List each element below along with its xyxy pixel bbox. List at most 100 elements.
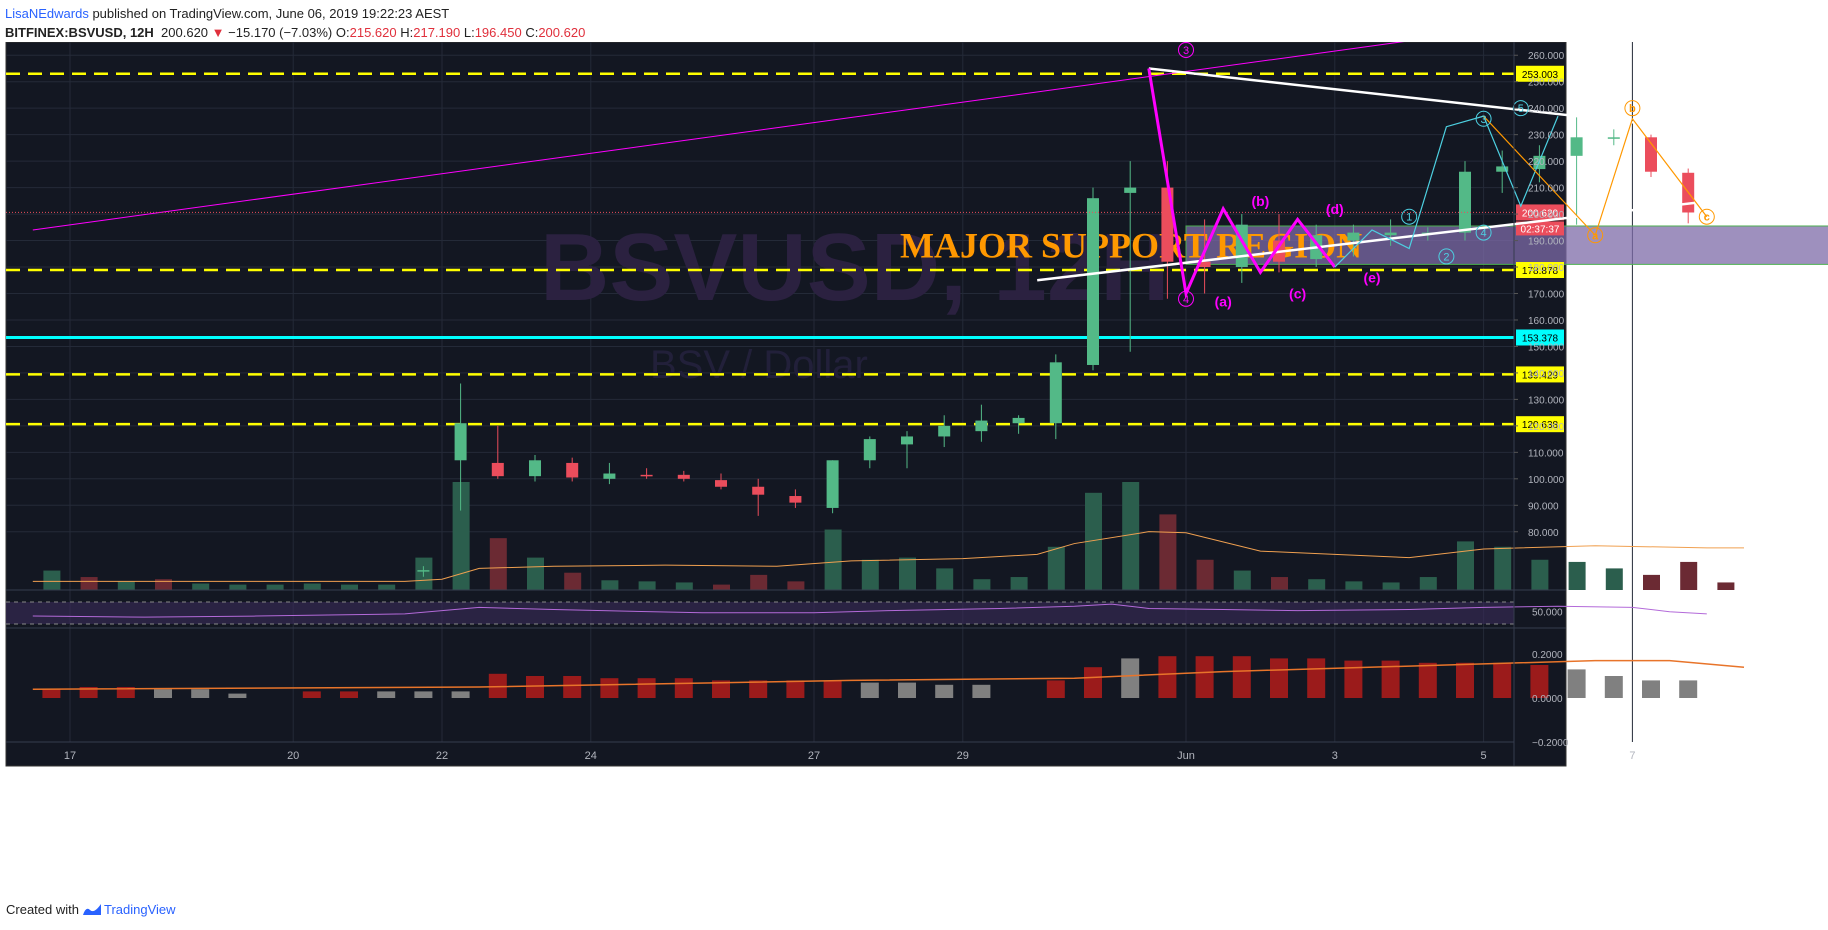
triangle-lower-line (1037, 185, 1828, 282)
last-price: 200.620 (161, 25, 209, 40)
candle-body (1496, 166, 1509, 172)
price-axis-tick: 250.000 (1528, 78, 1565, 89)
candle-body (1347, 232, 1360, 241)
candle-body (863, 439, 876, 461)
osc-bar (935, 684, 954, 698)
volume-bar (43, 570, 61, 590)
wave-label-text: 1 (1406, 212, 1412, 224)
level-tag-label: 120.638 (1522, 420, 1559, 431)
osc-bar (674, 678, 693, 698)
volume-bar (1531, 559, 1549, 590)
osc-bar (1195, 656, 1214, 698)
price-axis-tick: 90.000 (1528, 501, 1559, 512)
osc-bar (1307, 658, 1326, 698)
osc-bar (302, 691, 321, 698)
price-chart[interactable]: BSVUSD, 12H BSV / Dollar MAJOR SUPPORT REG… (0, 42, 1828, 897)
volume-bar (229, 584, 247, 590)
level-tag-label: 153.378 (1522, 334, 1559, 345)
wave-label-circle (1475, 224, 1492, 241)
level-tag (1516, 366, 1564, 383)
candle-body (901, 436, 913, 445)
volume-bar (787, 581, 805, 590)
watermark-symbol: BSVUSD, 12H (540, 214, 1170, 321)
price-change: −15.170 (−7.03%) (228, 25, 333, 40)
wave-label-circle (1512, 100, 1529, 117)
candle-body (1607, 137, 1620, 139)
osc-bar (451, 691, 470, 698)
time-axis-tick: 24 (585, 750, 597, 762)
wave-label-text: c (1704, 212, 1710, 224)
down-arrow-icon: ▼ (211, 25, 225, 40)
volume-bar (1010, 577, 1028, 590)
chart-background (6, 42, 1566, 766)
volume-bar (1345, 581, 1363, 590)
volume-bar (899, 557, 916, 590)
level-tag-label: 253.003 (1522, 70, 1559, 81)
last-price-tag-label: 200.620 (1522, 208, 1559, 219)
level-tag-label: 139.429 (1522, 370, 1559, 381)
osc-bar (228, 693, 247, 698)
countdown-label: 02:37:37 (1521, 224, 1560, 235)
candle-body (1384, 232, 1397, 236)
osc-bar (526, 676, 544, 698)
time-axis-tick: 22 (436, 750, 448, 762)
candle-body (938, 425, 951, 437)
wave-label-text: 3 (1481, 114, 1487, 126)
volume-bar (117, 581, 135, 590)
level-tag (1516, 65, 1564, 82)
wave-label-circle (1438, 248, 1455, 265)
osc-bar (1381, 660, 1400, 698)
candle-body (1049, 362, 1062, 424)
wave-label-text: 4 (1183, 294, 1189, 306)
osc-bar (414, 691, 433, 698)
osc-bar (1158, 656, 1177, 698)
chart-border (5, 42, 1567, 767)
osc-bar (340, 691, 358, 698)
osc-bar (191, 689, 210, 698)
volume-bar (1271, 577, 1288, 590)
time-axis-tick: 5 (1481, 750, 1487, 762)
candle-body (603, 473, 616, 479)
price-axis-tick: 140.000 (1528, 369, 1565, 380)
wave-label-circle (1698, 208, 1715, 225)
price-axis-tick: 230.000 (1528, 131, 1565, 142)
osc-bar (860, 682, 879, 698)
time-axis-tick: 27 (808, 750, 820, 762)
volume-bar (564, 572, 582, 590)
volume-bar (1382, 582, 1400, 590)
candle-body (1459, 171, 1471, 233)
candle-body (1645, 137, 1657, 172)
price-axis-tick: 160.000 (1528, 316, 1565, 327)
price-axis-tick: 80.000 (1528, 528, 1559, 539)
wave-label-circle (1178, 42, 1194, 58)
osc-bar (79, 687, 98, 698)
volume-bar (192, 583, 210, 590)
osc-bar (154, 689, 172, 698)
volume-bar (1196, 559, 1214, 590)
price-axis-tick: 210.000 (1528, 184, 1565, 195)
osc-bar (600, 678, 619, 698)
osc-bar (1493, 662, 1512, 698)
volume-bar (1047, 546, 1065, 590)
level-tag-label: 178.878 (1522, 266, 1559, 277)
tradingview-logo-icon (82, 904, 101, 915)
osc-ma-line (32, 659, 1745, 690)
open-label: O: (335, 25, 350, 40)
author-link[interactable]: LisaNEdwards (5, 6, 89, 21)
price-axis-tick: 120.000 (1528, 422, 1565, 433)
volume-bars (43, 482, 1735, 590)
osc-axis-tick: −0.2000 (1532, 738, 1569, 749)
time-axis-tick: 20 (287, 750, 299, 762)
symbol-label[interactable]: BITFINEX:BSVUSD, 12H (5, 25, 154, 40)
osc-bar (823, 680, 842, 698)
volume-bar (824, 529, 842, 590)
osc-bar (1121, 658, 1140, 698)
volume-bar (341, 584, 358, 590)
candle-body (1198, 261, 1211, 268)
high-value: 217.190 (413, 25, 461, 40)
volume-bar (750, 574, 768, 590)
tradingview-link[interactable]: TradingView (82, 902, 176, 917)
candle-body (566, 462, 579, 478)
osc-bar (1046, 680, 1065, 698)
price-axis-tick: 240.000 (1528, 104, 1565, 115)
